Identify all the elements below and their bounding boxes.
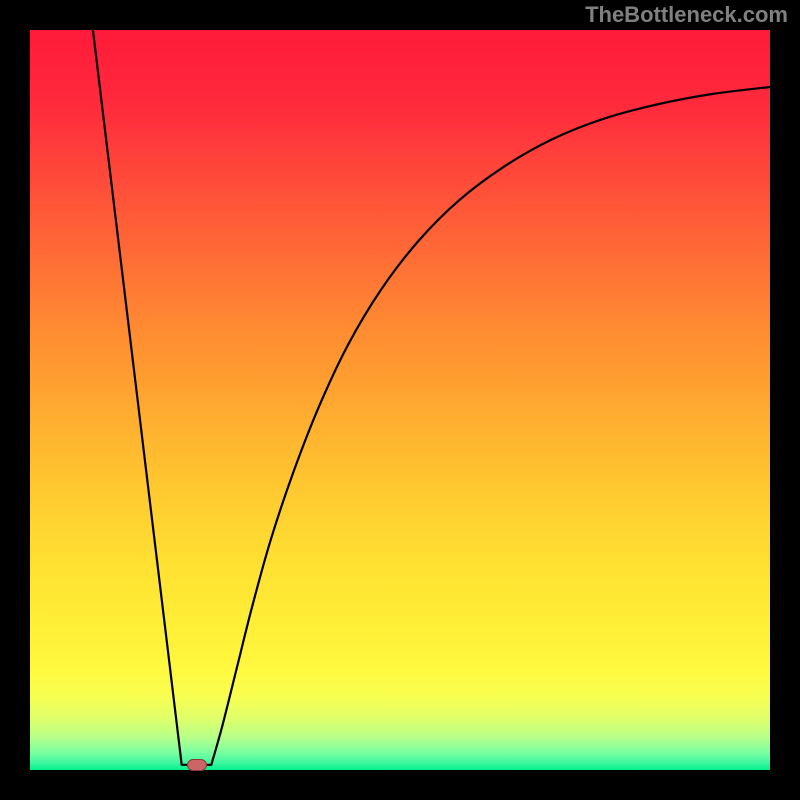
- plot-area: [30, 30, 770, 770]
- chart-canvas: TheBottleneck.com: [0, 0, 800, 800]
- watermark-label: TheBottleneck.com: [585, 2, 788, 28]
- optimum-marker: [187, 759, 207, 771]
- bottleneck-curve: [30, 30, 770, 770]
